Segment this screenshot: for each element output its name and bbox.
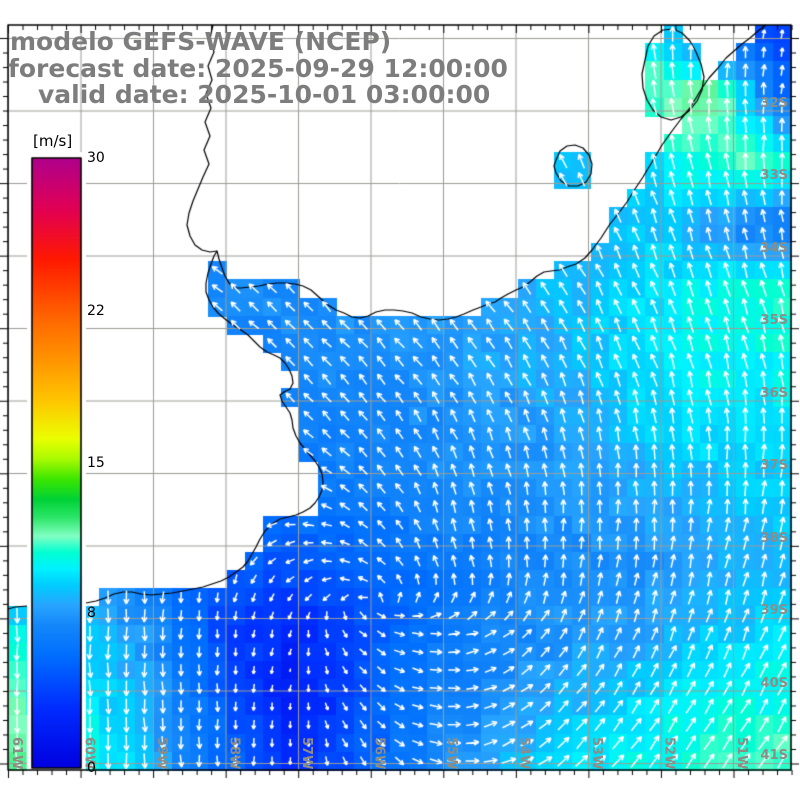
lat-label: 41S — [760, 748, 788, 763]
lon-label: 56W — [371, 736, 387, 769]
lon-label: 52W — [661, 736, 677, 769]
lon-label: 51W — [734, 736, 749, 769]
lon-label: 59W — [154, 736, 169, 769]
lon-label: 55W — [444, 736, 459, 769]
lat-label: 32S — [760, 95, 788, 111]
colorbar-tick-label: 15 — [87, 455, 105, 471]
lon-label: 53W — [589, 736, 604, 769]
lon-label: 58W — [226, 736, 242, 769]
colorbar-unit-label: [m/s] — [33, 132, 73, 150]
lat-label: 34S — [760, 240, 788, 256]
lat-label: 39S — [760, 603, 788, 618]
lon-label: 61W — [9, 736, 24, 769]
colorbar-tick-label: 8 — [87, 605, 96, 621]
lat-label: 38S — [760, 530, 788, 546]
lon-label: 60W — [81, 736, 97, 769]
lat-label: 40S — [760, 675, 788, 691]
lat-label: 35S — [760, 313, 788, 328]
lat-label: 36S — [760, 385, 788, 401]
colorbar-tick-label: 22 — [87, 303, 105, 319]
colorbar-tick-label: 0 — [87, 760, 96, 776]
lat-label: 33S — [760, 168, 788, 183]
colorbar-tick-label: 30 — [87, 150, 105, 166]
lon-label: 57W — [299, 736, 314, 769]
lon-label: 54W — [516, 736, 532, 769]
lat-label: 37S — [760, 458, 788, 473]
